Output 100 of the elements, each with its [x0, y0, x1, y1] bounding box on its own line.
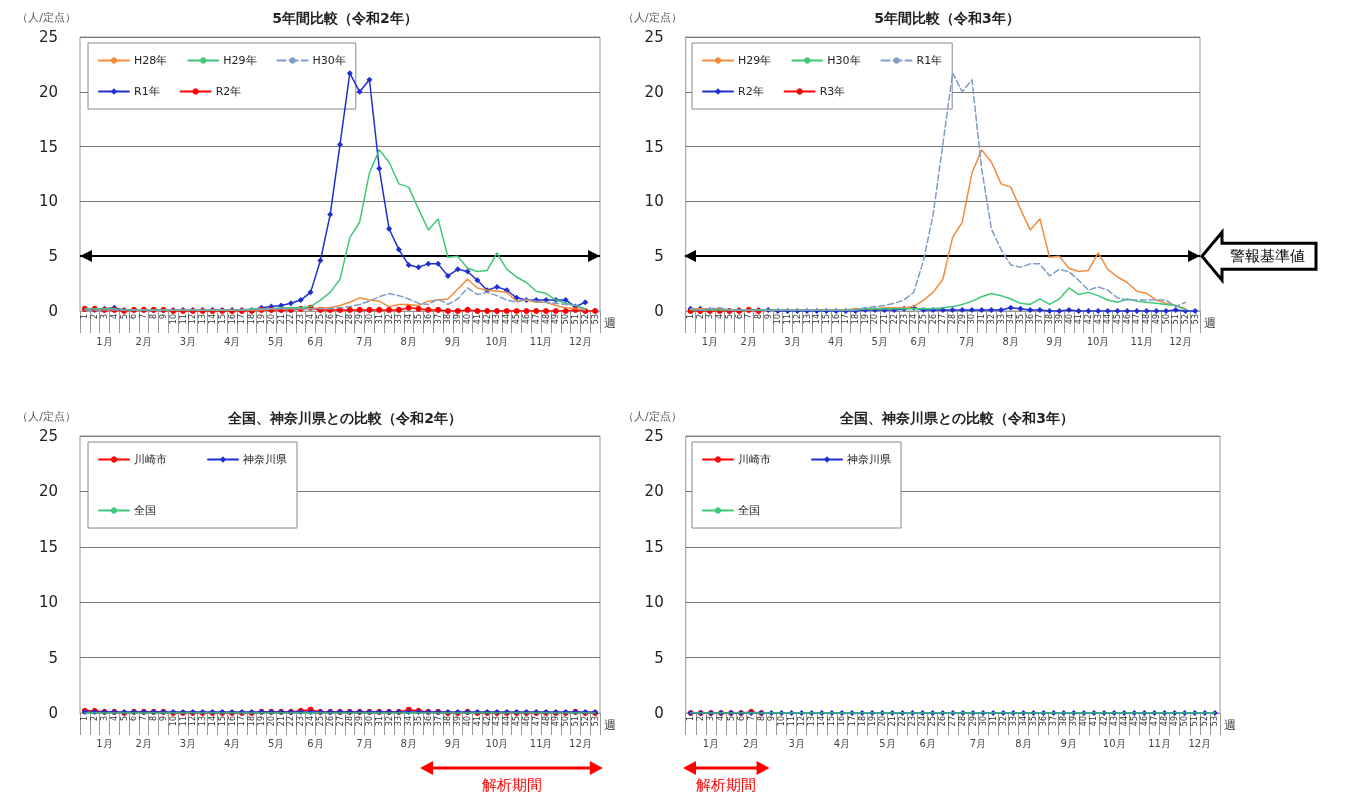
- x-tick-label: 44: [1103, 314, 1113, 325]
- y-tick-label: 10: [38, 192, 58, 211]
- text: 1月: [96, 737, 113, 749]
- x-tick-label: 40: [1064, 314, 1074, 325]
- x-tick-label: 34: [404, 314, 414, 325]
- x-tick-label: 36: [1025, 314, 1035, 325]
- x-tick-label: 19: [257, 314, 267, 325]
- legend-label: 神奈川県: [847, 453, 891, 466]
- x-tick-label: 37: [1035, 314, 1045, 325]
- x-tick-label: 6: [734, 314, 744, 320]
- x-tick-label: 34: [1018, 716, 1028, 727]
- x-tick-label: 7: [744, 314, 754, 320]
- legend-label: 川崎市: [134, 453, 167, 466]
- y-tick-label: 10: [644, 593, 664, 612]
- x-tick-label: 50: [1161, 314, 1171, 325]
- x-tick-label: 23: [296, 716, 306, 727]
- y-tick-label: 20: [38, 482, 58, 501]
- x-tick-label: 28: [958, 716, 968, 727]
- y-tick-label: 25: [38, 427, 58, 445]
- x-tick-label: 39: [453, 314, 463, 325]
- x-tick-label: 4: [109, 314, 119, 320]
- x-tick-label: 53: [1210, 716, 1220, 727]
- x-tick-label: 12: [188, 314, 198, 325]
- x-tick-label: 29: [355, 314, 365, 325]
- x-tick-label: 42: [1083, 314, 1093, 325]
- y-tick-label: 0: [654, 302, 664, 320]
- x-tick-label: 12: [792, 314, 802, 325]
- x-axis-title: 週: [1224, 718, 1236, 732]
- x-tick-label: 49: [551, 314, 561, 325]
- x-tick-label: 53: [590, 314, 600, 325]
- x-tick-label: 32: [998, 716, 1008, 727]
- x-tick-label: 30: [364, 314, 374, 325]
- x-axis-title: 週: [604, 316, 616, 330]
- x-tick-label: 25: [918, 314, 928, 325]
- x-tick-label: 19: [860, 314, 870, 325]
- x-tick-label: 16: [837, 716, 847, 727]
- x-tick-label: 51: [1190, 716, 1200, 727]
- x-tick-label: 45: [1113, 314, 1123, 325]
- x-tick-label: 3: [705, 314, 715, 320]
- legend-label: 全国: [738, 504, 760, 517]
- y-tick-label: 5: [48, 247, 58, 266]
- x-tick-label: 19: [867, 716, 877, 727]
- x-tick-label: 8: [149, 716, 159, 722]
- x-tick-label: 27: [335, 716, 345, 727]
- x-tick-label: 1: [686, 716, 696, 722]
- x-tick-label: 33: [996, 314, 1006, 325]
- y-tick-label: 10: [644, 192, 664, 211]
- x-tick-label: 25: [928, 716, 938, 727]
- x-tick-label: 1: [80, 716, 90, 722]
- chart-title: 5年間比較（令和2年）: [272, 10, 418, 26]
- x-tick-label: 37: [1049, 716, 1059, 727]
- text: 2月: [740, 335, 757, 347]
- x-tick-label: 15: [217, 716, 227, 727]
- x-tick-label: 26: [938, 716, 948, 727]
- text: 10月: [485, 335, 509, 347]
- x-tick-label: 23: [908, 716, 918, 727]
- x-tick-label: 6: [129, 716, 139, 722]
- x-tick-label: 21: [880, 314, 890, 325]
- text: 8月: [1002, 335, 1019, 347]
- ref-line-label: 警報基準値: [1230, 247, 1305, 266]
- x-tick-label: 11: [178, 314, 188, 325]
- x-tick-label: 52: [1180, 314, 1190, 325]
- x-tick-label: 38: [443, 716, 453, 727]
- x-tick-label: 3: [706, 716, 716, 722]
- x-tick-label: 42: [482, 314, 492, 325]
- x-tick-label: 49: [1151, 314, 1161, 325]
- x-tick-label: 3: [100, 716, 110, 722]
- chart-title: 全国、神奈川県との比較（令和2年）: [227, 410, 462, 426]
- x-tick-label: 23: [899, 314, 909, 325]
- x-tick-label: 25: [315, 716, 325, 727]
- x-tick-label: 25: [315, 314, 325, 325]
- x-tick-label: 29: [355, 716, 365, 727]
- y-tick-label: 20: [644, 82, 664, 101]
- x-tick-label: 24: [306, 314, 316, 325]
- text: 4月: [833, 737, 851, 749]
- text: 11月: [1148, 737, 1171, 749]
- text: 4月: [827, 335, 845, 347]
- y-axis-title: （人/定点）: [17, 11, 76, 24]
- text: 8月: [400, 335, 417, 347]
- x-tick-label: 20: [266, 716, 276, 727]
- x-tick-label: 39: [1054, 314, 1064, 325]
- x-tick-label: 37: [433, 716, 443, 727]
- x-tick-label: 10: [776, 716, 786, 727]
- text: 7月: [969, 737, 987, 749]
- x-tick-label: 24: [909, 314, 919, 325]
- text: 4月: [223, 737, 241, 749]
- x-tick-label: 29: [957, 314, 967, 325]
- text: 9月: [1060, 737, 1077, 749]
- x-tick-label: 41: [1074, 314, 1084, 325]
- text: 9月: [444, 335, 462, 347]
- text: 5月: [268, 737, 285, 749]
- x-tick-label: 45: [512, 314, 522, 325]
- x-tick-label: 22: [286, 716, 296, 727]
- x-axis-title: 週: [1204, 316, 1216, 330]
- x-tick-label: 22: [286, 314, 296, 325]
- x-tick-label: 47: [531, 716, 541, 727]
- x-tick-label: 6: [129, 314, 139, 320]
- x-tick-label: 31: [374, 716, 384, 727]
- text: 解析期間: [481, 776, 542, 794]
- x-tick-label: 39: [453, 716, 463, 727]
